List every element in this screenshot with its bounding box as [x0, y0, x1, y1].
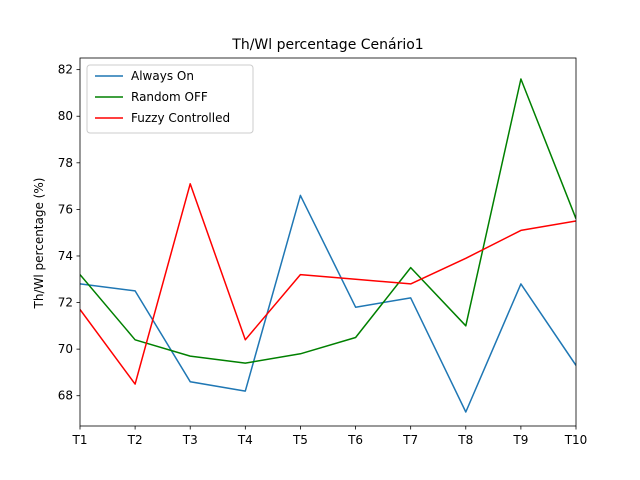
x-tick-label: T5 — [292, 433, 308, 447]
y-tick-label: 78 — [58, 156, 73, 170]
x-tick-label: T4 — [237, 433, 253, 447]
x-tick-label: T9 — [512, 433, 528, 447]
series-line-1 — [80, 78, 576, 364]
series-line-2 — [80, 183, 576, 385]
y-tick-label: 76 — [58, 202, 73, 216]
y-tick-label: 70 — [58, 342, 73, 356]
y-axis-label: Th/Wl percentage (%) — [32, 178, 46, 310]
legend-box — [86, 64, 254, 134]
y-tick-label: 68 — [58, 389, 73, 403]
axes-frame — [79, 57, 577, 427]
series-line-0 — [80, 194, 576, 413]
y-tick-label: 80 — [58, 109, 73, 123]
plot-area — [80, 78, 576, 413]
y-tick-label: 72 — [58, 296, 73, 310]
axes: T1 T2 T3 T4 T5 T6 T7 T8 T9 T10 68 70 72 74 76 78 80 82 — [58, 57, 588, 447]
legend-label-0: Always On — [131, 69, 194, 83]
legend-label-1: Random OFF — [131, 90, 208, 104]
x-tick-label: T3 — [182, 433, 198, 447]
y-tick-label: 82 — [58, 63, 73, 77]
x-tick-label: T10 — [564, 433, 588, 447]
x-tick-label: T8 — [457, 433, 473, 447]
x-tick-label: T7 — [402, 433, 418, 447]
x-tick-label: T2 — [127, 433, 143, 447]
legend: Always On Random OFF Fuzzy Controlled — [86, 64, 254, 134]
x-tick-label: T1 — [72, 433, 88, 447]
x-tick-label: T6 — [347, 433, 363, 447]
legend-label-2: Fuzzy Controlled — [131, 111, 230, 125]
y-tick-label: 74 — [58, 249, 73, 263]
chart-title: Th/Wl percentage Cenário1 — [231, 37, 423, 53]
